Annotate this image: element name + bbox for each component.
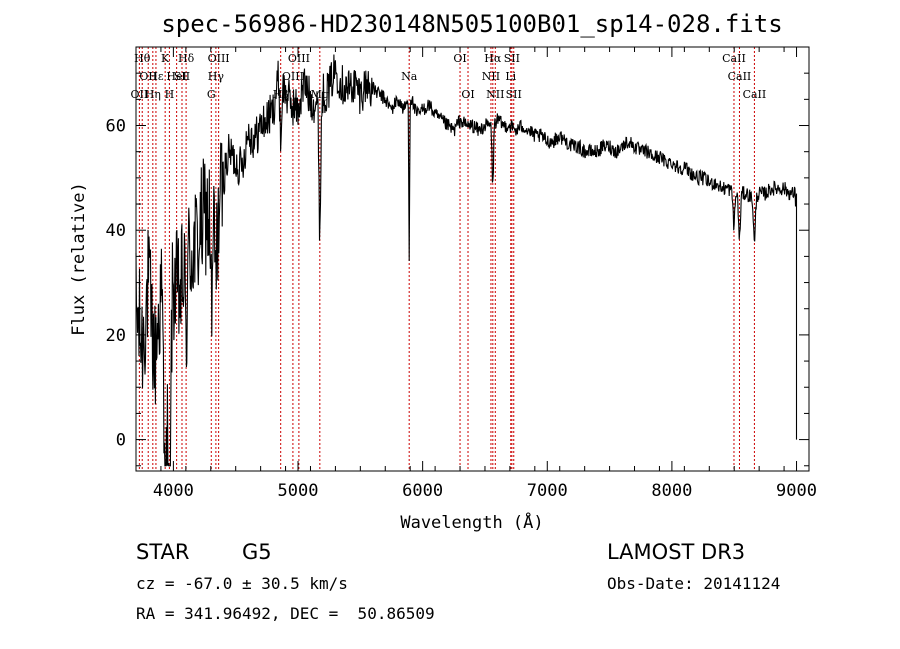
survey-name: LAMOST DR3 — [607, 540, 746, 564]
spectral-line-labels: HθOIIOIIHηHεKHHeISIIHδGHγOIIIHβOIIIOIIIM… — [131, 52, 767, 101]
plot-frame — [135, 46, 810, 472]
x-axis-ticks: 4000 5000 6000 7000 8000 9000 — [135, 47, 817, 501]
y-tick-label-3: 60 — [106, 117, 126, 137]
line-label-22: NII — [486, 88, 504, 101]
line-label-11: Hγ — [208, 70, 225, 83]
x-axis-label: Wavelength (Å) — [400, 511, 543, 533]
obs-date: Obs-Date: 20141124 — [607, 574, 781, 593]
line-label-14: OIII — [282, 70, 304, 83]
line-label-16: Mg — [311, 88, 329, 101]
y-axis-ticks: 0 20 40 60 — [106, 72, 809, 467]
x-tick-label-5: 9000 — [776, 481, 817, 501]
object-subclass: G5 — [242, 540, 272, 564]
line-label-26: CaII — [722, 52, 746, 65]
line-label-2: OII — [131, 88, 149, 101]
line-label-9: Hδ — [178, 52, 195, 65]
y-tick-label-1: 20 — [106, 326, 126, 346]
line-label-18: OI — [453, 52, 466, 65]
x-tick-label-4: 8000 — [651, 481, 692, 501]
chart-title: spec-56986-HD230148N505100B01_sp14-028.f… — [161, 10, 782, 38]
line-label-20: NII — [482, 70, 500, 83]
line-label-19: OI — [461, 88, 474, 101]
spectral-line-markers — [138, 47, 755, 471]
line-label-28: CaII — [743, 88, 767, 101]
object-class: STAR — [136, 540, 190, 564]
redshift-readout: cz = -67.0 ± 30.5 km/s — [136, 574, 348, 593]
line-label-12: OIII — [208, 52, 230, 65]
line-label-15: OIII — [288, 52, 310, 65]
line-label-1: OII — [139, 70, 157, 83]
line-label-27: CaII — [728, 70, 752, 83]
line-label-5: K — [161, 52, 170, 65]
y-tick-label-0: 0 — [116, 431, 126, 451]
line-label-0: Hθ — [134, 52, 151, 65]
coordinates: RA = 341.96492, DEC = 50.86509 — [136, 604, 435, 623]
spectrum-line — [135, 54, 798, 467]
line-label-7: HeI — [166, 70, 186, 83]
line-label-21: Hα — [484, 52, 502, 65]
line-label-24: SII — [504, 52, 520, 65]
line-label-25: SII — [506, 88, 522, 101]
y-axis-label: Flux (relative) — [69, 182, 89, 336]
line-label-17: Na — [401, 70, 418, 83]
line-label-10: G — [207, 88, 216, 101]
line-label-8: SII — [174, 70, 190, 83]
line-label-3: Hη — [145, 88, 161, 101]
line-label-23: Li — [505, 70, 516, 83]
line-label-4: Hε — [148, 70, 164, 83]
x-tick-label-3: 7000 — [527, 481, 568, 501]
line-label-6: H — [165, 88, 175, 101]
x-tick-label-2: 6000 — [402, 481, 443, 501]
x-tick-label-0: 4000 — [153, 481, 194, 501]
x-tick-label-1: 5000 — [278, 481, 319, 501]
y-tick-label-2: 40 — [106, 221, 126, 241]
